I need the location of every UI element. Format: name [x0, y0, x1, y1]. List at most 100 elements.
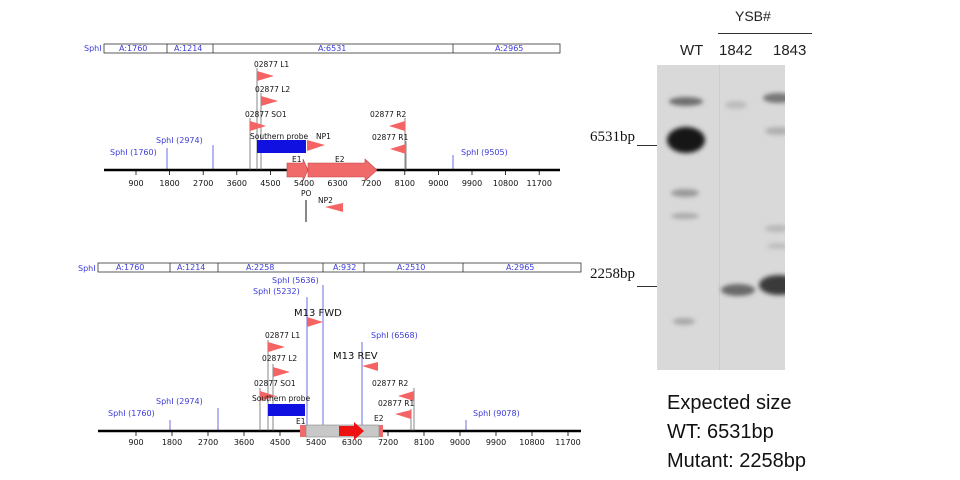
axis-tick-label: 9000 [450, 438, 470, 447]
map1-feature-label: E2 [335, 155, 345, 164]
lane-label-wt: WT [680, 42, 704, 59]
map1-primer-label: 02877 SO1 [245, 110, 287, 119]
map1-primer-label: NP1 [316, 132, 331, 141]
exon-e2 [379, 425, 383, 437]
map2-feature-label: E2 [374, 414, 384, 423]
primer-r2-marker [389, 121, 405, 131]
map2-axis: 900 1800 2700 3600 4500 5400 6300 7200 8100 9000 9… [128, 432, 581, 447]
axis-tick-label: 2700 [193, 179, 213, 188]
resistance-cassette-arrow [339, 422, 364, 440]
map2-segment: A:1760 [116, 263, 144, 272]
expected-wt: WT: 6531bp [667, 421, 774, 443]
primer-so1-marker [260, 391, 276, 401]
primer-l1-marker [257, 71, 274, 81]
map2-site-label: SphI (9078) [473, 409, 520, 418]
axis-tick-label: 8100 [414, 438, 434, 447]
lane-label-1843: 1843 [773, 42, 807, 59]
group-underline [718, 33, 812, 34]
axis-tick-label: 10800 [519, 438, 544, 447]
axis-tick-label: 900 [128, 438, 143, 447]
axis-tick-label: 5400 [294, 179, 314, 188]
map1-primer-label: NP2 [318, 196, 333, 205]
primer-m13-fwd-marker [307, 317, 323, 327]
map2-feature-label: Southern probe [252, 394, 311, 403]
primer-l1-marker [268, 342, 285, 352]
gel-image [657, 65, 785, 370]
expected-mutant: Mutant: 2258bp [667, 450, 806, 472]
axis-tick-label: 6300 [327, 179, 347, 188]
primer-r1-marker [395, 410, 411, 419]
axis-tick-label: 1800 [162, 438, 182, 447]
axis-tick-label: 1800 [159, 179, 179, 188]
axis-tick-label: 9900 [486, 438, 506, 447]
map1-primer-label: PO [301, 189, 312, 198]
southern-probe [268, 404, 305, 416]
axis-tick-label: 9900 [462, 179, 482, 188]
marker-2258bp: 2258bp [590, 266, 635, 282]
gel-group-label: YSB# [735, 8, 771, 24]
map2-site-label: SphI (5636) [272, 276, 319, 285]
axis-tick-label: 900 [128, 179, 143, 188]
axis-tick-label: 7200 [361, 179, 381, 188]
map2-segment-bar [97, 262, 582, 273]
map2-site-label: SphI (6568) [371, 331, 418, 340]
map1-site-label: SphI (9505) [461, 148, 508, 157]
map1-segment-bar [103, 43, 561, 54]
map2-primer-label: 02877 SO1 [254, 379, 296, 388]
primer-r2-marker [398, 391, 414, 401]
primer-np1-marker [307, 140, 325, 151]
map2-segment: A:2965 [506, 263, 534, 272]
map1-segment: A:6531 [318, 44, 346, 53]
map2-primer-label: 02877 L2 [262, 354, 297, 363]
axis-tick-label: 5400 [306, 438, 326, 447]
map2-segment: A:2510 [397, 263, 425, 272]
map2-site-label: SphI (5232) [253, 287, 300, 296]
axis-tick-label: 4500 [260, 179, 280, 188]
map1-primer-label: 02877 R1 [372, 133, 408, 142]
primer-l2-marker [273, 367, 290, 377]
map1-segment: A:1760 [119, 44, 147, 53]
wt-6531-band [667, 127, 705, 153]
axis-tick-label: 2700 [198, 438, 218, 447]
map2-segment: A:2258 [246, 263, 274, 272]
axis-tick-label: 6300 [342, 438, 362, 447]
map1-segment: A:1214 [174, 44, 202, 53]
map1-segment: A:2965 [495, 44, 523, 53]
map2-primer-label: 02877 R1 [378, 399, 414, 408]
map1-axis: 900 1800 2700 3600 4500 5400 6300 7200 8100 9000 9… [128, 171, 552, 188]
map2-segment: A:932 [333, 263, 356, 272]
exon-e2 [307, 158, 378, 182]
map2-primer-label: M13 FWD [294, 308, 342, 319]
axis-tick-label: 11700 [526, 179, 551, 188]
axis-tick-label: 10800 [493, 179, 518, 188]
map2-primer-label: 02877 L1 [265, 331, 300, 340]
exon-e1 [286, 158, 309, 182]
axis-tick-label: 7200 [378, 438, 398, 447]
marker-6531bp: 6531bp [590, 129, 635, 145]
exon-e1 [300, 425, 306, 437]
marker-line-2258 [637, 286, 657, 287]
axis-tick-label: 3600 [234, 438, 254, 447]
primer-r1-marker [390, 144, 406, 154]
axis-tick-label: 8100 [395, 179, 415, 188]
map1-feature-label: Southern probe [250, 132, 309, 141]
map2-segment: A:1214 [177, 263, 205, 272]
map1-sphi-label: SphI [84, 44, 102, 53]
expected-size-heading: Expected size [667, 392, 792, 414]
axis-tick-label: 3600 [227, 179, 247, 188]
primer-np2-marker [325, 203, 343, 212]
map2-primer-label: 02877 R2 [372, 379, 408, 388]
mutant-1842-2258-band [721, 284, 755, 296]
map2-sphi-label: SphI [78, 264, 96, 273]
primer-m13-rev-marker [362, 362, 378, 371]
map1-site-label: SphI (2974) [156, 136, 203, 145]
map1-primer-label: 02877 R2 [370, 110, 406, 119]
map2-primer-label: M13 REV [333, 351, 378, 362]
primer-so1-marker [250, 121, 266, 131]
map1-primer-label: 02877 L1 [254, 60, 289, 69]
map1-site-label: SphI (1760) [110, 148, 157, 157]
map2-feature-label: E1 [296, 417, 306, 426]
marker-line-6531 [637, 145, 657, 146]
axis-tick-label: 9000 [428, 179, 448, 188]
